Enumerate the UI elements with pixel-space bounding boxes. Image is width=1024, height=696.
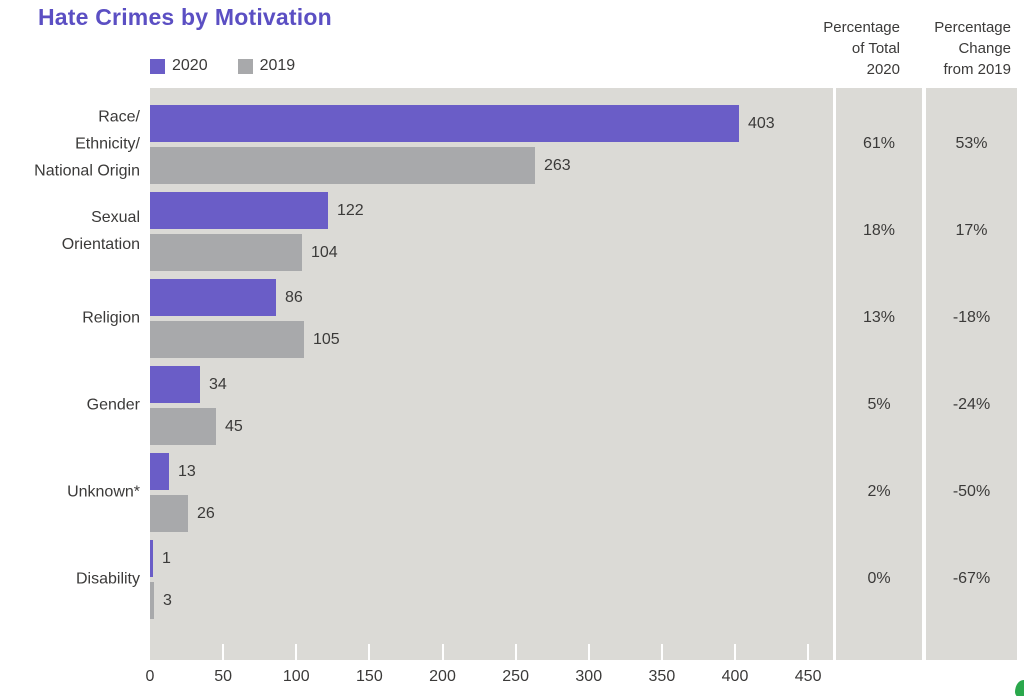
legend-item-2019: 2019 (237, 57, 296, 75)
x-axis-tick (368, 644, 370, 660)
x-axis-label: 200 (429, 668, 456, 685)
pct-change-value: 17% (955, 222, 988, 239)
bar-2019 (150, 408, 216, 445)
legend-item-2020: 2020 (150, 57, 208, 75)
x-axis-label: 50 (214, 668, 233, 685)
pct-total-value: 5% (867, 396, 891, 413)
bar-value-2020: 1 (162, 549, 171, 567)
column-header-line: Percentage (823, 19, 900, 36)
pct-change-value: -67% (952, 570, 991, 587)
bar-value-2019: 105 (313, 330, 340, 348)
pct-total-value: 0% (867, 570, 891, 587)
category-label: Gender (0, 392, 140, 419)
bar-value-2020: 403 (748, 114, 775, 132)
bar-2020 (150, 453, 169, 490)
bar-value-2019: 104 (311, 243, 338, 261)
category-label-line: Orientation (61, 236, 140, 253)
category-label-line: Religion (82, 309, 140, 327)
bar-2020 (150, 192, 328, 229)
category-label-line: Disability (75, 570, 140, 588)
x-axis-label: 150 (356, 668, 383, 685)
pct-total-column: 61% 18% 13% 5% 2% 0% (836, 88, 922, 660)
x-axis-tick (588, 644, 590, 660)
bar-value-2020: 122 (337, 201, 364, 219)
pct-change-value: -18% (952, 309, 991, 326)
bar-value-2019: 45 (225, 417, 243, 435)
category-label-line: Sexual (91, 209, 140, 226)
category-label: Unknown* (0, 479, 140, 506)
column-header-line: Percentage (934, 19, 1011, 36)
category-label: Religion (0, 305, 140, 332)
legend-swatch-2020-icon (150, 58, 165, 74)
x-axis-label: 100 (282, 668, 310, 685)
pct-change-value: -24% (952, 396, 991, 413)
x-axis-label: 400 (721, 668, 749, 685)
bar-value-2020: 13 (178, 462, 196, 480)
x-axis-label: 300 (575, 668, 603, 685)
bar-2020 (150, 279, 276, 316)
bar-2019 (150, 234, 302, 271)
category-label: Sexual Orientation (0, 204, 140, 258)
x-axis-tick (295, 644, 297, 660)
category-label: Disability (0, 566, 140, 593)
chart-title: Hate Crimes by Motivation (38, 4, 332, 30)
legend: 2020 2019 (150, 57, 295, 75)
x-axis-tick (734, 644, 736, 660)
category-label-line: Gender (86, 396, 140, 414)
column-header-pct-total: Percentage of Total 2020 (790, 17, 900, 80)
bar-2019 (150, 495, 188, 532)
category-label: Race/Ethnicity/National Origin (0, 104, 140, 185)
bar-2019 (150, 582, 154, 619)
x-axis-tick (807, 644, 809, 660)
legend-label-2020: 2020 (172, 57, 208, 74)
bar-value-2019: 263 (544, 156, 571, 174)
bar-value-2020: 86 (285, 288, 303, 306)
category-label-line: Unknown* (67, 483, 140, 501)
pct-change-column: 53% 17% -18% -24% -50% -67% (926, 88, 1017, 660)
green-corner-mark-icon (1015, 680, 1024, 696)
bar-2019 (150, 321, 304, 358)
pct-change-value: -50% (952, 483, 991, 500)
legend-swatch-2019-icon (237, 58, 253, 74)
bar-value-2019: 26 (197, 504, 215, 522)
legend-label-2019: 2019 (259, 57, 296, 74)
x-axis-tick (442, 644, 444, 660)
x-axis-tick (222, 644, 224, 660)
category-label-line: Race/ (98, 108, 140, 126)
pct-total-value: 18% (862, 222, 896, 239)
bar-value-2020: 34 (209, 375, 227, 393)
pct-total-value: 13% (862, 309, 896, 326)
column-header-line: Change (958, 40, 1011, 57)
x-axis-label: 250 (502, 668, 529, 685)
bar-value-2019: 3 (163, 591, 172, 609)
column-header-pct-change: Percentage Change from 2019 (901, 17, 1011, 80)
column-header-line: from 2019 (943, 61, 1011, 78)
category-label-line: Ethnicity/ (75, 135, 140, 153)
x-axis-label: 350 (648, 668, 676, 685)
bar-2020 (150, 540, 153, 577)
column-header-line: 2020 (866, 61, 900, 78)
category-label-line: National Origin (34, 162, 140, 180)
bar-2019 (150, 147, 535, 184)
bar-2020 (150, 105, 739, 142)
bar-2020 (150, 366, 200, 403)
pct-change-value: 53% (955, 135, 988, 152)
x-axis-label: 450 (794, 668, 822, 685)
pct-total-value: 61% (862, 135, 896, 152)
column-header-line: of Total (851, 40, 900, 57)
x-axis-label: 0 (145, 668, 155, 685)
pct-total-value: 2% (867, 483, 891, 500)
x-axis-tick (515, 644, 517, 660)
x-axis-tick (661, 644, 663, 660)
plot-area: 403 263 122 104 86 105 34 45 13 26 1 3 (150, 88, 833, 660)
